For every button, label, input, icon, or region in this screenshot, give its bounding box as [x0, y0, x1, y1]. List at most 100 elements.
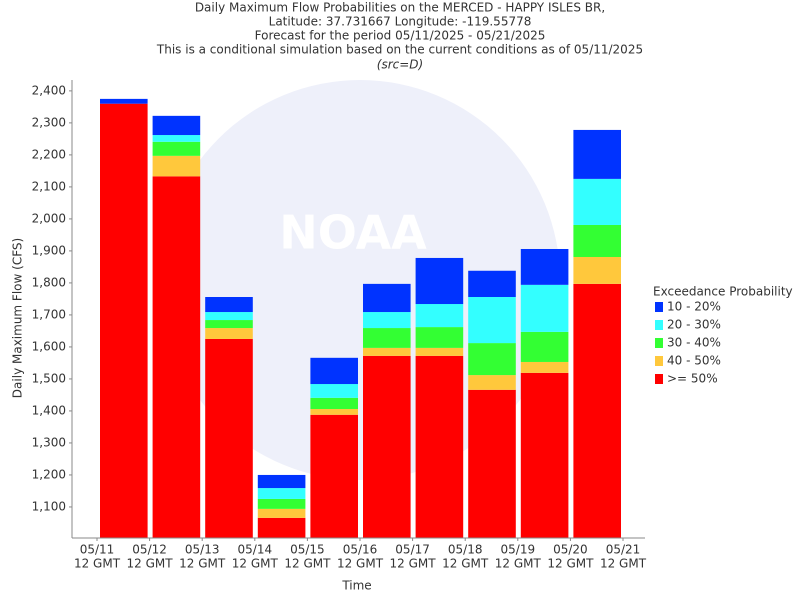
legend-swatch [655, 320, 663, 330]
bar-segment [100, 103, 148, 538]
bar-segment [363, 312, 411, 329]
x-tick-label: 12 GMT [284, 557, 331, 571]
bar-segment [415, 257, 464, 305]
chart-title: Daily Maximum Flow Probabilities on the … [195, 1, 605, 15]
bar-segment [468, 389, 516, 538]
y-tick-label: 2,100 [32, 179, 66, 193]
bar-segment [205, 328, 253, 339]
bar-segment [415, 355, 464, 538]
legend-label: 10 - 20% [667, 300, 721, 314]
y-tick-label: 2,000 [32, 211, 66, 225]
bar-segment [205, 320, 253, 329]
bar-segment [520, 331, 569, 362]
bar-segment [310, 414, 358, 538]
bar-segment [573, 129, 621, 179]
x-tick-label: 12 GMT [390, 557, 437, 571]
bar-segment [573, 224, 621, 257]
legend-swatch [655, 356, 663, 366]
bar-segment [100, 98, 148, 104]
x-tick-label: 12 GMT [127, 557, 174, 571]
legend-label: >= 50% [667, 372, 718, 386]
bar-segment [468, 296, 516, 344]
bar-segment [257, 498, 306, 509]
y-tick-label: 1,100 [32, 499, 66, 513]
bar-segment [415, 327, 464, 348]
x-tick-label: 12 GMT [337, 557, 384, 571]
y-tick-label: 2,400 [32, 83, 66, 97]
subtitle: Latitude: 37.731667 Longitude: -119.5577… [269, 15, 532, 29]
y-tick-label: 1,900 [32, 243, 66, 257]
bar-segment [152, 115, 201, 136]
bar-segment [257, 508, 306, 518]
y-tick-label: 2,200 [32, 147, 66, 161]
bar-segment [257, 474, 306, 489]
bar-segment [520, 248, 569, 285]
legend-swatch [655, 302, 663, 312]
legend-title: Exceedance Probability [653, 285, 793, 299]
y-tick-label: 2,300 [32, 115, 66, 129]
x-tick-label: 05/18 [448, 543, 483, 557]
bar-segment [573, 256, 621, 284]
x-tick-label: 05/19 [501, 543, 536, 557]
y-tick-label: 1,600 [32, 339, 66, 353]
x-tick-label: 05/11 [80, 543, 115, 557]
bar-segment [363, 283, 411, 313]
bar-segment [152, 155, 201, 177]
x-tick-label: 12 GMT [442, 557, 489, 571]
bar-segment [205, 296, 253, 313]
y-tick-label: 1,700 [32, 307, 66, 321]
bar-segment [152, 141, 201, 156]
x-tick-label: 12 GMT [179, 557, 226, 571]
bar-segment [468, 375, 516, 390]
bar-segment [205, 338, 253, 538]
bar-segment [415, 347, 464, 356]
bar-segment [257, 488, 306, 499]
x-tick-label: 05/16 [343, 543, 378, 557]
x-tick-label: 05/13 [185, 543, 220, 557]
x-tick-label: 05/12 [132, 543, 167, 557]
x-tick-label: 05/15 [290, 543, 325, 557]
legend-label: 30 - 40% [667, 336, 721, 350]
x-tick-label: 12 GMT [600, 557, 647, 571]
bar-segment [520, 361, 569, 373]
bar-segment [363, 347, 411, 356]
watermark: NOAA [279, 206, 427, 260]
legend-swatch [655, 338, 663, 348]
bar-segment [363, 355, 411, 538]
bar-segment [573, 283, 621, 538]
bar-segment [520, 372, 569, 538]
legend-label: 40 - 50% [667, 354, 721, 368]
bar-segment [205, 312, 253, 321]
y-tick-label: 1,500 [32, 371, 66, 385]
bar-segment [310, 409, 358, 415]
bar-segment [363, 328, 411, 348]
legend-label: 20 - 30% [667, 318, 721, 332]
bar-segment [257, 517, 306, 538]
source-note: (src=D) [377, 58, 423, 72]
y-tick-label: 1,400 [32, 403, 66, 417]
subtitle: This is a conditional simulation based o… [156, 43, 643, 57]
bar-segment [152, 176, 201, 538]
y-tick-label: 1,200 [32, 467, 66, 481]
bar-segment [310, 397, 358, 410]
x-axis-label: Time [341, 579, 371, 593]
x-tick-label: 12 GMT [232, 557, 279, 571]
bar-segment [468, 343, 516, 376]
bar-segment [468, 270, 516, 297]
x-tick-label: 12 GMT [495, 557, 542, 571]
x-tick-label: 05/20 [553, 543, 588, 557]
subtitle: Forecast for the period 05/11/2025 - 05/… [255, 29, 546, 43]
x-tick-label: 05/14 [238, 543, 273, 557]
y-tick-label: 1,300 [32, 435, 66, 449]
bar-segment [310, 357, 358, 385]
x-tick-label: 05/17 [395, 543, 430, 557]
bar-segment [573, 178, 621, 225]
bar-segment [415, 304, 464, 328]
y-tick-label: 1,800 [32, 275, 66, 289]
x-tick-label: 05/21 [606, 543, 641, 557]
x-tick-label: 12 GMT [74, 557, 121, 571]
bar-segment [310, 384, 358, 398]
legend-swatch [655, 374, 663, 384]
y-axis-label: Daily Maximum Flow (CFS) [11, 238, 25, 398]
